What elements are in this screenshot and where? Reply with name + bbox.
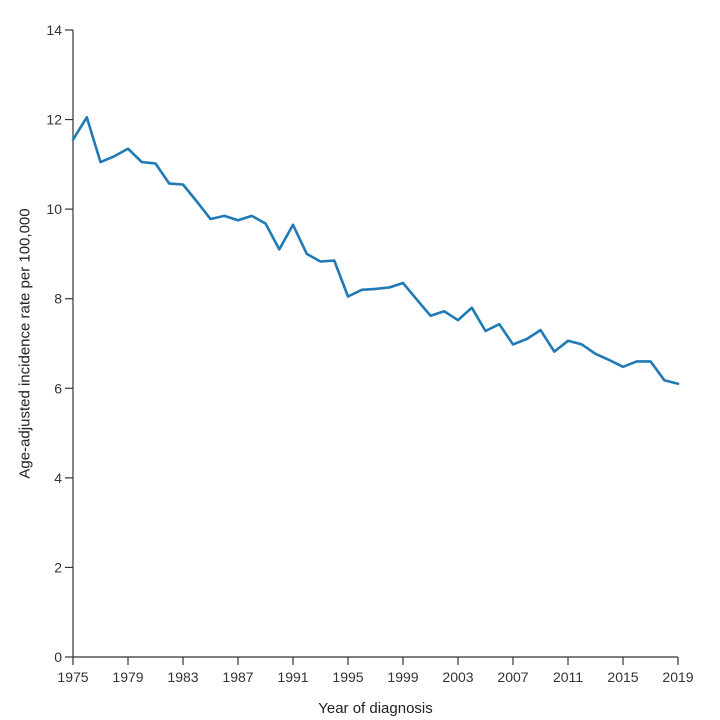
- y-tick-label: 10: [46, 201, 62, 217]
- y-tick-label: 14: [46, 22, 62, 38]
- x-axis-title: Year of diagnosis: [318, 700, 433, 717]
- x-tick-label: 2003: [442, 669, 473, 685]
- y-tick-label: 2: [54, 559, 62, 575]
- y-tick-label: 0: [54, 649, 62, 665]
- y-tick-label: 8: [54, 291, 62, 307]
- x-tick-label: 1983: [167, 669, 198, 685]
- x-tick-label: 2015: [607, 669, 638, 685]
- x-tick-label: 1999: [387, 669, 418, 685]
- x-tick-label: 2007: [497, 669, 528, 685]
- y-axis-title: Age-adjusted incidence rate per 100,000: [16, 208, 33, 478]
- x-tick-label: 2011: [553, 669, 583, 685]
- incidence-rate-series-line: [71, 116, 680, 386]
- x-tick-label: 1991: [277, 669, 308, 685]
- x-tick-label: 2019: [662, 669, 693, 685]
- x-axis-ticks: 1975 1979 1983 1987 1991 1995 1999 2003 2007 2011…: [57, 657, 694, 685]
- y-tick-label: 6: [54, 380, 62, 396]
- x-tick-label: 1995: [332, 669, 363, 685]
- x-tick-label: 1975: [57, 669, 88, 685]
- y-tick-label: 4: [54, 470, 62, 486]
- x-tick-label: 1987: [222, 669, 253, 685]
- y-axis-ticks: 0 2 4 6 8 10 12 14: [46, 22, 73, 665]
- y-tick-label: 12: [46, 112, 62, 128]
- x-tick-label: 1979: [112, 669, 143, 685]
